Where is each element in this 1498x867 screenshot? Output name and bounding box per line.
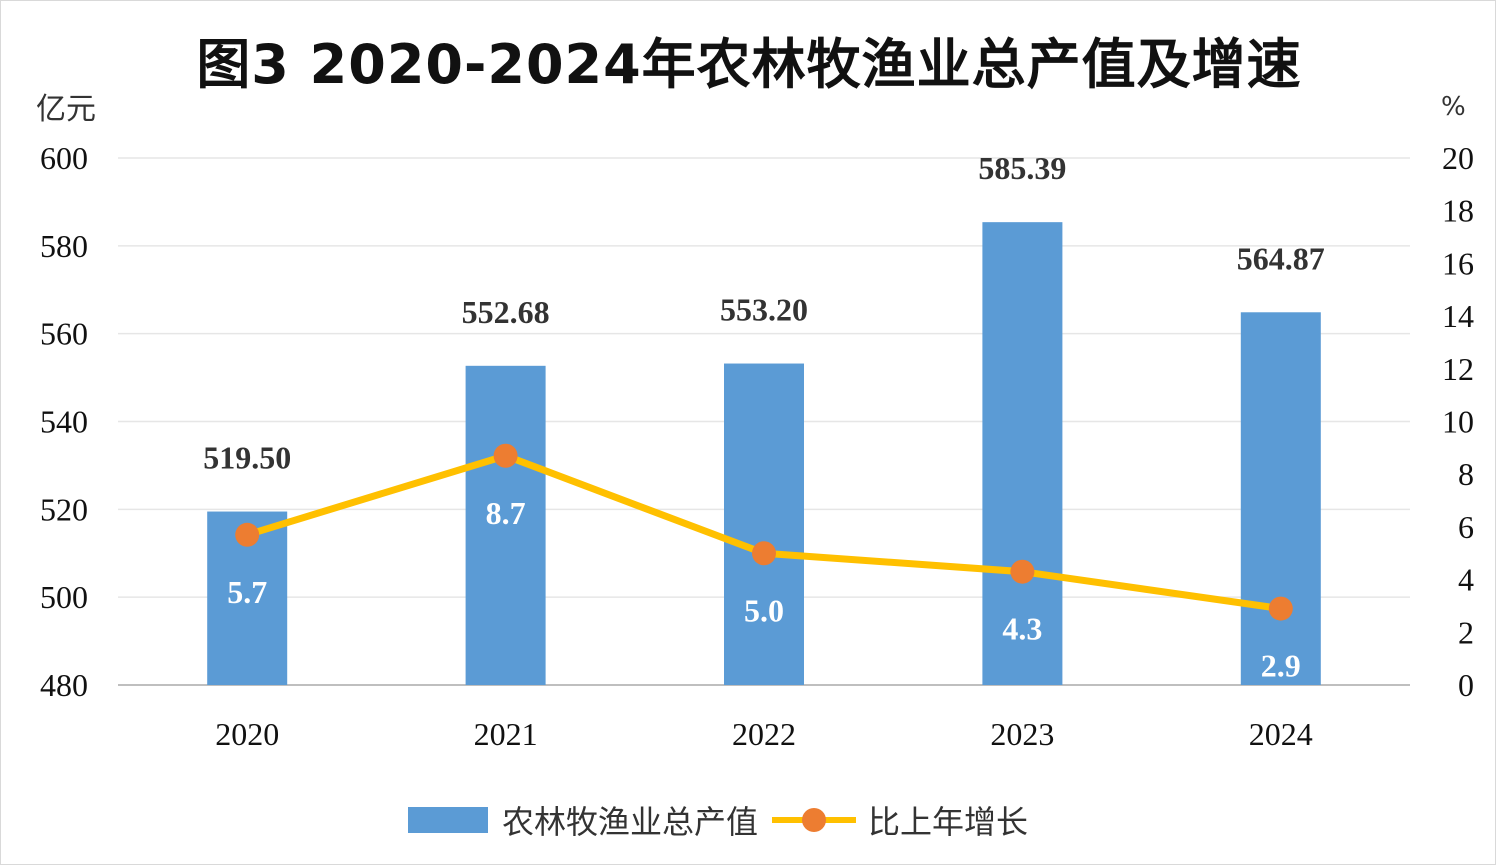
right-axis-tick: 4 — [1458, 562, 1474, 598]
left-axis-tick: 520 — [40, 491, 88, 527]
growth-point — [235, 522, 260, 547]
bar-value-label: 564.87 — [1237, 240, 1325, 276]
legend-line-swatch — [772, 805, 857, 835]
right-axis-tick: 20 — [1442, 140, 1474, 176]
chart-title: 图3 2020-2024年农林牧渔业总产值及增速 — [196, 33, 1302, 96]
x-axis-tick: 2022 — [732, 716, 796, 752]
bar-value-label: 585.39 — [978, 150, 1066, 186]
growth-value-label: 8.7 — [486, 495, 526, 531]
growth-point — [752, 541, 776, 566]
growth-value-label: 4.3 — [1002, 611, 1042, 647]
right-axis-tick: 14 — [1442, 298, 1474, 334]
right-axis-tick: 12 — [1442, 351, 1474, 387]
growth-point — [1010, 559, 1035, 584]
growth-point — [493, 443, 518, 468]
legend-line-label: 比上年增长 — [868, 803, 1029, 841]
growth-value-label: 5.7 — [227, 574, 267, 610]
bar-value-label: 553.20 — [720, 292, 808, 328]
x-axis-tick: 2020 — [215, 716, 279, 752]
right-axis-unit: % — [1441, 92, 1466, 122]
right-axis-tick: 8 — [1458, 456, 1474, 492]
right-axis-tick: 6 — [1458, 509, 1474, 545]
right-axis-tick: 2 — [1458, 614, 1474, 650]
bar — [465, 365, 546, 685]
right-axis-tick: 16 — [1442, 245, 1474, 281]
left-axis-tick: 500 — [40, 579, 88, 615]
bar-value-label: 519.50 — [203, 440, 291, 476]
legend: 农林牧渔业总产值 比上年增长 — [408, 795, 1028, 845]
left-axis-unit: 亿元 — [36, 92, 96, 127]
bar — [982, 222, 1063, 686]
growth-value-label: 5.0 — [744, 592, 784, 628]
right-axis-tick: 18 — [1442, 193, 1474, 229]
x-axis-tick: 2021 — [474, 716, 538, 752]
left-axis-tick: 560 — [40, 316, 88, 352]
left-axis-tick: 580 — [40, 228, 88, 264]
bar — [1240, 312, 1321, 685]
right-axis-tick: 0 — [1458, 667, 1474, 703]
left-axis-tick: 480 — [40, 667, 88, 703]
bar — [724, 363, 804, 685]
right-axis-tick: 10 — [1442, 404, 1474, 440]
x-axis-tick: 2024 — [1249, 716, 1313, 752]
growth-value-label: 2.9 — [1261, 648, 1301, 684]
legend-bar-swatch — [408, 807, 488, 833]
x-axis-tick: 2023 — [990, 716, 1054, 752]
bar-value-label: 552.68 — [462, 294, 550, 330]
left-axis-tick: 600 — [40, 140, 88, 176]
left-axis-tick: 540 — [40, 404, 88, 440]
growth-point — [1268, 596, 1293, 621]
legend-bar-label: 农林牧渔业总产值 — [502, 803, 759, 841]
